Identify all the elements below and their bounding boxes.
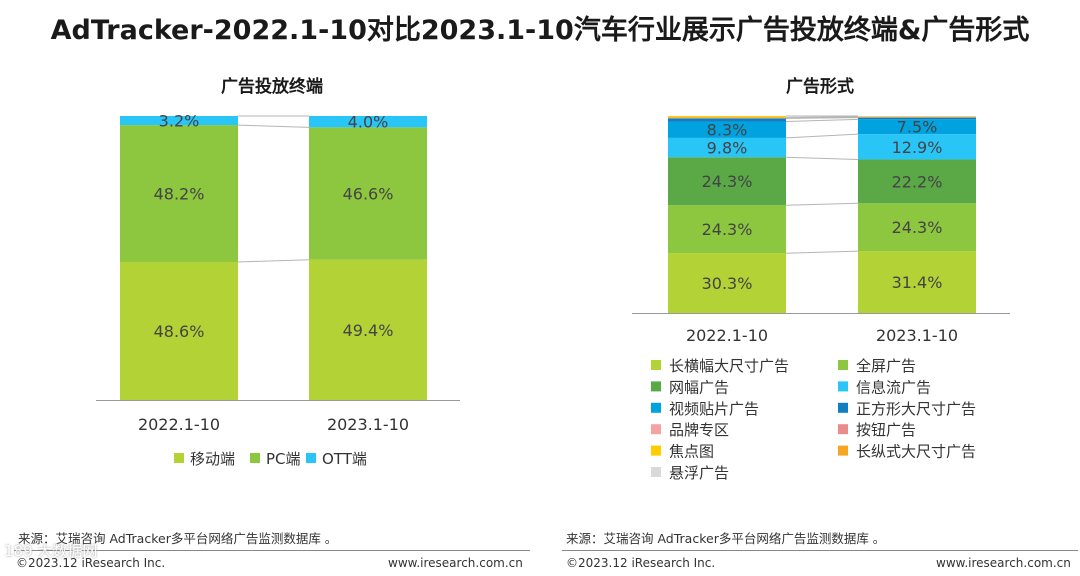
legend-swatch <box>651 402 661 413</box>
legend-swatch <box>838 402 848 413</box>
legend-swatch <box>250 453 260 463</box>
legend-label: 长横幅大尺寸广告 <box>669 357 789 375</box>
data-label: 24.3% <box>702 220 753 239</box>
x-tick-label: 2022.1-10 <box>686 326 768 345</box>
bar-segment <box>668 253 786 313</box>
legend-swatch <box>838 381 848 392</box>
bar-segment <box>120 125 238 262</box>
footer-divider-right <box>562 550 1078 551</box>
chart-terminal: 广告投放终端 48.6% 48.2% 3.2% 2022.1-10 49.4% 46.6% 4… <box>96 76 460 468</box>
bar-segment <box>668 157 786 206</box>
bar-segment <box>668 205 786 254</box>
bar-segment <box>858 203 976 252</box>
bar-segment <box>120 116 238 126</box>
source-note-right: 来源：艾瑞咨询 AdTracker多平台网络广告监测数据库 。 <box>566 531 886 546</box>
data-label: 22.2% <box>892 172 943 191</box>
legend-swatch <box>174 453 184 463</box>
website-link-right[interactable]: www.iresearch.com.cn <box>936 556 1071 570</box>
legend-label: 全屏广告 <box>856 357 916 375</box>
legend-label: 移动端 <box>190 450 235 468</box>
legend-label: PC端 <box>266 450 301 468</box>
connector-line <box>237 259 310 263</box>
data-label: 3.2% <box>159 112 200 131</box>
legend-swatch <box>651 360 661 370</box>
copyright-left: ©2023.12 iResearch Inc. <box>16 556 166 570</box>
data-label: 31.4% <box>892 273 943 292</box>
legend-label: 视频贴片广告 <box>669 400 759 418</box>
page-title: AdTracker-2022.1-10对比2023.1-10汽车行业展示广告投放… <box>50 15 1030 46</box>
legend-swatch <box>838 424 848 435</box>
bar-segment <box>668 121 786 138</box>
data-label: 4.0% <box>348 113 389 132</box>
bar-segment <box>668 116 786 118</box>
chart-title: 广告投放终端 <box>221 76 323 97</box>
legend-label: 正方形大尺寸广告 <box>856 400 976 418</box>
bar-segment <box>858 134 976 160</box>
connector-line <box>785 133 859 139</box>
x-tick-label: 2023.1-10 <box>876 326 958 345</box>
bar-segment <box>309 116 427 128</box>
legend-label: 长纵式大尺寸广告 <box>856 443 976 461</box>
data-label: 24.3% <box>892 218 943 237</box>
data-label: 46.6% <box>343 185 394 204</box>
bar-segment <box>858 119 976 135</box>
legend-label: 悬浮广告 <box>669 464 729 482</box>
x-tick-label: 2022.1-10 <box>138 415 220 434</box>
x-tick-label: 2023.1-10 <box>327 415 409 434</box>
legend-swatch <box>838 360 848 370</box>
copyright-right: ©2023.12 iResearch Inc. <box>566 556 716 570</box>
bar-segment <box>858 117 976 120</box>
chart-ad-format: 广告形式 30.3% 24.3% 24.3% 9.8%8.3% 2022.1-10 31.4… <box>632 76 1010 482</box>
legend-swatch <box>651 445 661 456</box>
bar-segment <box>858 159 976 204</box>
connector-line <box>785 116 859 119</box>
data-label: 12.9% <box>892 138 943 157</box>
connector-line <box>785 250 859 254</box>
data-label: 9.8% <box>707 139 748 158</box>
legend-label: 品牌专区 <box>669 421 729 439</box>
data-label: 8.3% <box>707 121 748 140</box>
data-label: 7.5% <box>897 118 938 137</box>
legend-label: 信息流广告 <box>856 378 931 396</box>
bar-segment <box>309 127 427 260</box>
bar-segment <box>858 116 976 117</box>
data-label: 49.4% <box>343 321 394 340</box>
data-label: 48.6% <box>154 322 205 341</box>
legend-label: 按钮广告 <box>856 421 916 439</box>
connector-line <box>785 118 859 123</box>
chart-title: 广告形式 <box>786 76 854 97</box>
legend-swatch <box>651 424 661 435</box>
legend-swatch <box>838 445 848 456</box>
data-label: 30.3% <box>702 274 753 293</box>
bar-segment <box>309 259 427 400</box>
bar-segment <box>668 118 786 122</box>
bar-segment <box>668 137 786 158</box>
watermark: 189 大数据网 <box>4 542 98 560</box>
bar-segment <box>120 261 238 400</box>
connector-line <box>237 124 310 128</box>
legend-swatch <box>651 467 661 477</box>
data-label: 48.2% <box>154 185 205 204</box>
connector-line <box>785 156 859 161</box>
source-note-left: 来源：艾瑞咨询 AdTracker多平台网络广告监测数据库 。 <box>18 531 338 546</box>
legend-label: 焦点图 <box>669 443 714 461</box>
bar-segment <box>858 251 976 313</box>
legend-label: 网幅广告 <box>669 378 729 396</box>
legend-label: OTT端 <box>322 450 367 468</box>
connector-line <box>785 202 859 206</box>
legend-swatch <box>651 381 661 392</box>
website-link-left[interactable]: www.iresearch.com.cn <box>388 556 523 570</box>
data-label: 24.3% <box>702 172 753 191</box>
footer-divider-left <box>14 550 530 551</box>
legend-swatch <box>306 453 316 463</box>
